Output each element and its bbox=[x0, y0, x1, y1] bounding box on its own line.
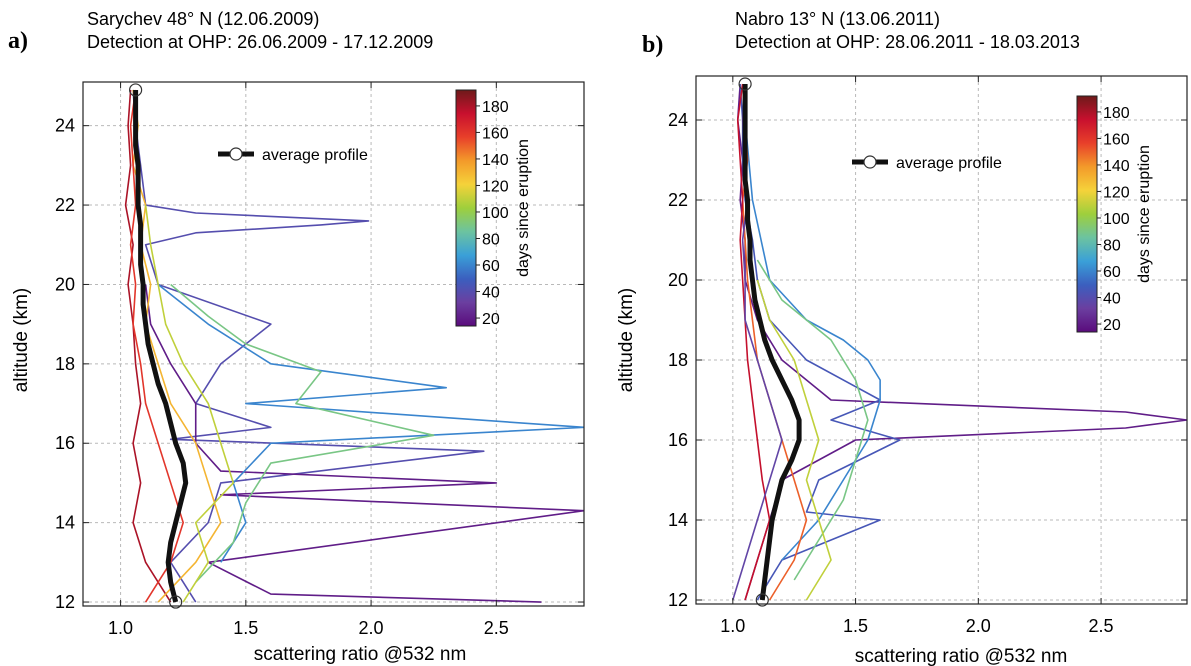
chart-b-colorbar-tick-label-3: 80 bbox=[1103, 237, 1121, 254]
chart-b-colorbar-label: days since eruption bbox=[1136, 145, 1153, 283]
chart-a-ylabel: altitude (km) bbox=[11, 288, 32, 393]
chart-b-colorbar-tick-label-8: 180 bbox=[1103, 105, 1130, 122]
chart-a-profile-line-7 bbox=[144, 204, 235, 603]
chart-b-average-profile-line bbox=[742, 84, 802, 601]
chart-a-xtick-label-2: 2.0 bbox=[359, 618, 384, 638]
chart-b-title-line1: Nabro 13° N (13.06.2011) bbox=[735, 9, 940, 29]
chart-b-profile-line-2 bbox=[744, 119, 881, 561]
chart-b-xtick-label-1: 1.5 bbox=[843, 616, 868, 636]
chart-b-frame bbox=[695, 75, 1188, 605]
chart-b-colorbar-tick-label-0: 20 bbox=[1103, 317, 1121, 334]
panel-b-letter: b) bbox=[642, 32, 663, 58]
chart-a-profile-line-0 bbox=[124, 89, 172, 603]
chart-b-ytick-label-1: 14 bbox=[668, 510, 688, 530]
chart-a-colorbar-tick-label-5: 120 bbox=[482, 178, 509, 195]
chart-a-xtick-label-3: 2.5 bbox=[484, 618, 509, 638]
chart-a-colorbar-tick-label-7: 160 bbox=[482, 125, 509, 142]
chart-a-colorbar-tick-label-3: 80 bbox=[482, 231, 500, 248]
chart-b-legend-marker bbox=[863, 155, 877, 169]
chart-a-average-marker-end bbox=[129, 83, 143, 97]
chart-b-ytick-label-3: 18 bbox=[668, 350, 688, 370]
chart-a-average-profile-line bbox=[133, 89, 189, 603]
chart-a-ytick-label-0: 12 bbox=[55, 592, 75, 612]
chart-b-ytick-label-4: 20 bbox=[668, 270, 688, 290]
chart-a-profile-line-2 bbox=[144, 284, 584, 603]
chart-a-colorbar-tick-label-8: 180 bbox=[482, 99, 509, 116]
chart-b-colorbar-tick-label-5: 120 bbox=[1103, 184, 1130, 201]
chart-b-title-line2: Detection at OHP: 28.06.2011 - 18.03.201… bbox=[735, 32, 1080, 52]
chart-a-frame bbox=[82, 81, 585, 607]
chart-a-plot: 1.0 1.5 2.0 2.5 12 14 16 18 20 22 24 average profil… bbox=[55, 81, 585, 638]
chart-b-xtick-label-0: 1.0 bbox=[720, 616, 745, 636]
chart-a-colorbar bbox=[455, 89, 477, 327]
chart-b-profile-line-3 bbox=[756, 259, 869, 581]
panel-a-letter: a) bbox=[8, 28, 28, 54]
chart-a-profile-line-4 bbox=[170, 283, 435, 583]
chart-b-ytick-label-2: 16 bbox=[668, 430, 688, 450]
chart-a-legend-label: average profile bbox=[262, 147, 368, 164]
chart-b-plot: 1.0 1.5 2.0 2.5 12 14 16 18 20 22 24 average profil… bbox=[668, 75, 1188, 636]
chart-a-profile-line-5 bbox=[132, 89, 222, 603]
chart-b-legend-label: average profile bbox=[896, 155, 1002, 172]
chart-a-legend-marker bbox=[229, 147, 243, 161]
chart-b-colorbar-tick-label-6: 140 bbox=[1103, 158, 1130, 175]
chart-b-xtick-label-2: 2.0 bbox=[966, 616, 991, 636]
chart-a-colorbar-label: days since eruption bbox=[515, 139, 532, 277]
chart-b-colorbar-tick-label-2: 60 bbox=[1103, 264, 1121, 281]
chart-a-ytick-label-3: 18 bbox=[55, 354, 75, 374]
chart-b-xlabel: scattering ratio @532 nm bbox=[855, 646, 1068, 666]
chart-b-xtick-label-3: 2.5 bbox=[1089, 616, 1114, 636]
chart-b-ytick-label-0: 12 bbox=[668, 590, 688, 610]
chart-a-colorbar-tick-label-2: 60 bbox=[482, 258, 500, 275]
chart-a-colorbar-tick-label-6: 140 bbox=[482, 152, 509, 169]
chart-a-profiles bbox=[124, 89, 584, 603]
panel-b: b) Nabro 13° N (13.06.2011) Detection at… bbox=[600, 0, 1191, 666]
chart-b-profile-line-6 bbox=[736, 83, 771, 601]
chart-a-colorbar-tick-label-4: 100 bbox=[482, 205, 509, 222]
chart-a-title-line1: Sarychev 48° N (12.06.2009) bbox=[87, 9, 319, 29]
chart-a-profile-line-3 bbox=[157, 283, 584, 563]
chart-a-xtick-label-0: 1.0 bbox=[108, 618, 133, 638]
chart-b-colorbar-tick-label-1: 40 bbox=[1103, 291, 1121, 308]
chart-a-svg: a) Sarychev 48° N (12.06.2009) Detection… bbox=[8, 9, 585, 665]
chart-b-ylabel: altitude (km) bbox=[616, 288, 637, 393]
chart-a-ytick-label-6: 24 bbox=[55, 116, 75, 136]
chart-b-ytick-label-5: 22 bbox=[668, 190, 688, 210]
chart-a-colorbar-tick-label-1: 40 bbox=[482, 285, 500, 302]
chart-a-average-marker-start bbox=[169, 595, 183, 609]
chart-a-colorbar-tick-label-0: 20 bbox=[482, 311, 500, 328]
chart-b-profile-line-4 bbox=[756, 279, 832, 601]
chart-b-colorbar-tick-label-4: 100 bbox=[1103, 211, 1130, 228]
chart-a-profile-line-1 bbox=[132, 89, 485, 603]
chart-b-ytick-label-6: 24 bbox=[668, 110, 688, 130]
chart-b-colorbar bbox=[1076, 95, 1098, 333]
chart-a-ytick-label-2: 16 bbox=[55, 433, 75, 453]
panel-a: a) Sarychev 48° N (12.06.2009) Detection… bbox=[0, 0, 595, 666]
chart-b-colorbar-tick-label-7: 160 bbox=[1103, 131, 1130, 148]
chart-a-xlabel: scattering ratio @532 nm bbox=[254, 644, 467, 665]
chart-a-profile-line-6 bbox=[129, 89, 184, 603]
chart-b-average-marker-end bbox=[738, 77, 752, 91]
chart-a-ytick-label-5: 22 bbox=[55, 195, 75, 215]
chart-b-average-marker-start bbox=[755, 593, 769, 607]
chart-a-ytick-label-4: 20 bbox=[55, 274, 75, 294]
chart-b-svg: b) Nabro 13° N (13.06.2011) Detection at… bbox=[616, 9, 1188, 666]
chart-a-title-line2: Detection at OHP: 26.06.2009 - 17.12.200… bbox=[87, 32, 433, 52]
chart-a-ytick-label-1: 14 bbox=[55, 513, 75, 533]
chart-a-xtick-label-1: 1.5 bbox=[233, 618, 258, 638]
